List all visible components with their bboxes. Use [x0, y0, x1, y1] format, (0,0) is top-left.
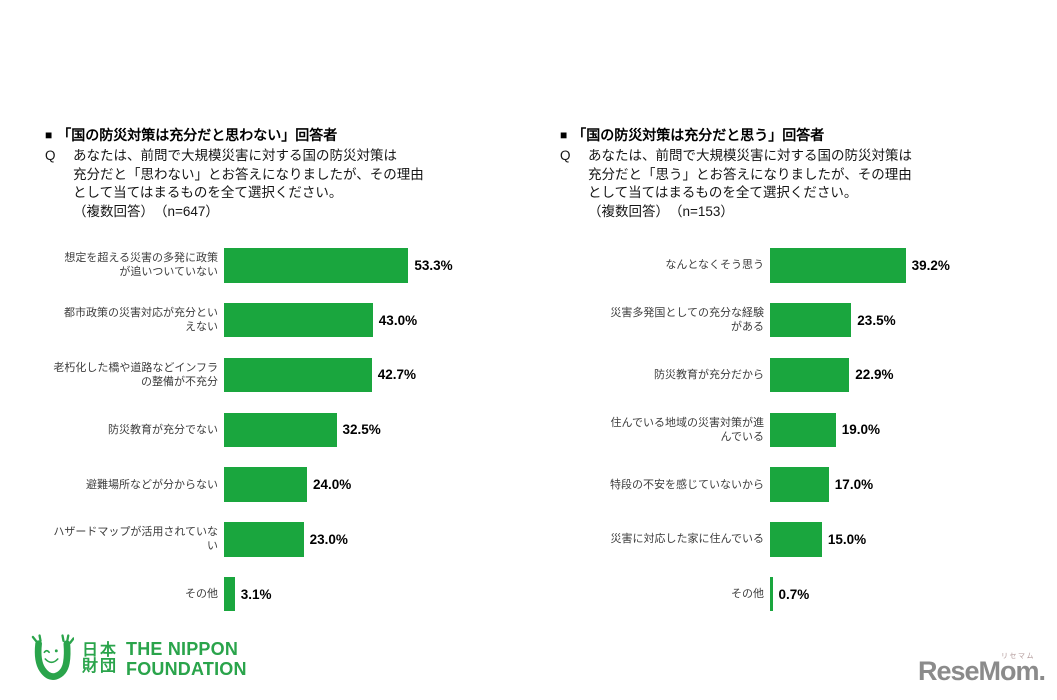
category-label: 老朽化した橋や道路などインフラ の整備が不充分 [53, 361, 218, 388]
bar-area: 22.9% [770, 357, 1015, 393]
question-label: Q [560, 148, 571, 163]
category-label: 避難場所などが分からない [86, 478, 218, 491]
value-label: 3.1% [240, 586, 272, 602]
bar-area: 23.5% [770, 302, 1015, 338]
bar-chart-sufficient: なんとなくそう思う 39.2% 災害多発国としての充分な経験 がある 23.5% 防災教… [560, 238, 1015, 622]
chart-title: ■ 「国の防災対策は充分だと思う」回答者 [560, 126, 1015, 144]
bar-row: その他 0.7% [560, 567, 1015, 622]
question-text: あなたは、前問で大規模災害に対する国の防災対策は 充分だと「思う」とお答えになり… [588, 148, 912, 219]
category-label: その他 [185, 588, 218, 601]
category-label: ハザードマップが活用されていない [53, 526, 218, 553]
chart-panel-sufficient: ■ 「国の防災対策は充分だと思う」回答者 Q あなたは、前問で大規模災害に対する… [560, 126, 1015, 622]
category-label: なんとなくそう思う [665, 259, 764, 272]
bar [770, 248, 906, 283]
chart-title: ■ 「国の防災対策は充分だと思わない」回答者 [45, 126, 515, 144]
value-label: 0.7% [778, 586, 810, 602]
bar [224, 248, 409, 283]
bar-row: 想定を超える災害の多発に政策 が追いついていない 53.3% [45, 238, 515, 293]
bar-area: 19.0% [770, 412, 1015, 448]
bar [224, 522, 304, 557]
question-block: Q あなたは、前問で大規模災害に対する国の防災対策は 充分だと「思う」とお答えに… [560, 147, 1015, 221]
chart-title-text: 「国の防災対策は充分だと思う」回答者 [572, 127, 825, 143]
value-label: 42.7% [377, 367, 416, 383]
bar-area: 0.7% [770, 576, 1015, 612]
bar-row: 防災教育が充分だから 22.9% [560, 348, 1015, 403]
bar-row: 避難場所などが分からない 24.0% [45, 457, 515, 512]
value-label: 15.0% [827, 531, 867, 547]
nippon-foundation-mark-icon [31, 634, 74, 680]
nippon-foundation-logo: 日本 財団 THE NIPPON FOUNDATION [30, 634, 247, 684]
value-label: 23.0% [309, 531, 348, 547]
bar-row: 老朽化した橋や道路などインフラ の整備が不充分 42.7% [45, 348, 515, 403]
bar-row: その他 3.1% [45, 567, 515, 622]
bar [770, 576, 773, 612]
bar-area: 3.1% [224, 576, 515, 612]
value-label: 17.0% [834, 477, 874, 493]
category-label: 都市政策の災害対応が充分とい えない [64, 307, 218, 334]
nippon-en-line1: THE NIPPON [126, 639, 239, 659]
chart-panel-not-sufficient: ■ 「国の防災対策は充分だと思わない」回答者 Q あなたは、前問で大規模災害に対… [45, 126, 515, 622]
bar [770, 412, 836, 448]
bar-area: 43.0% [224, 302, 515, 338]
bar-area: 53.3% [224, 248, 515, 283]
category-label: 防災教育が充分だから [654, 368, 764, 381]
bar [770, 467, 829, 502]
bullet-square-icon: ■ [45, 128, 53, 142]
resemom-logo: リセマム ReseMom. [917, 653, 1046, 687]
value-label: 43.0% [378, 312, 418, 328]
value-label: 22.9% [855, 367, 894, 383]
bar-row: なんとなくそう思う 39.2% [560, 238, 1015, 293]
nippon-en-line2: FOUNDATION [126, 659, 247, 679]
bar-area: 32.5% [224, 412, 515, 448]
charts-row: ■ 「国の防災対策は充分だと思わない」回答者 Q あなたは、前問で大規模災害に対… [45, 126, 1015, 622]
chart-title-text: 「国の防災対策は充分だと思わない」回答者 [57, 127, 338, 143]
question-block: Q あなたは、前問で大規模災害に対する国の防災対策は 充分だと「思わない」とお答… [45, 147, 515, 221]
bar-area: 17.0% [770, 467, 1015, 502]
nippon-foundation-kanji: 日本 財団 [82, 641, 119, 676]
bar-area: 39.2% [770, 248, 1015, 283]
nippon-kanji-line1: 日本 [82, 641, 119, 659]
resemom-ruby-text: リセマム [1001, 653, 1035, 660]
bar-row: 住んでいる地域の災害対策が進 んでいる 19.0% [560, 402, 1015, 457]
bar-row: ハザードマップが活用されていない 23.0% [45, 512, 515, 567]
bar-area: 15.0% [770, 522, 1015, 557]
question-label: Q [45, 148, 56, 163]
bar [224, 467, 307, 502]
nippon-kanji-line2: 財団 [82, 658, 119, 675]
bar-area: 23.0% [224, 522, 515, 557]
bar [224, 302, 373, 338]
category-label: 災害に対応した家に住んでいる [610, 533, 764, 546]
bullet-square-icon: ■ [560, 128, 568, 142]
value-label: 24.0% [313, 477, 352, 493]
bar [770, 522, 822, 557]
question-text: あなたは、前問で大規模災害に対する国の防災対策は 充分だと「思わない」とお答えに… [73, 148, 424, 219]
bar [770, 357, 850, 393]
category-label: 想定を超える災害の多発に政策 が追いついていない [64, 252, 218, 279]
bar [224, 576, 235, 612]
resemom-wordmark: ReseMom. [917, 656, 1046, 686]
bar-area: 24.0% [224, 467, 515, 502]
nippon-foundation-name: THE NIPPON FOUNDATION [126, 639, 247, 679]
value-label: 19.0% [841, 422, 880, 438]
bar [224, 357, 372, 393]
bar [770, 302, 852, 338]
bar-row: 災害多発国としての充分な経験 がある 23.5% [560, 293, 1015, 348]
category-label: 災害多発国としての充分な経験 がある [610, 307, 764, 334]
bar-row: 防災教育が充分でない 32.5% [45, 402, 515, 457]
bar [224, 412, 337, 448]
category-label: 特段の不安を感じていないから [610, 478, 764, 491]
value-label: 23.5% [857, 312, 896, 328]
category-label: その他 [731, 588, 764, 601]
footer: 日本 財団 THE NIPPON FOUNDATION リセマム ReseMom… [0, 630, 1057, 696]
bar-area: 42.7% [224, 357, 515, 393]
value-label: 32.5% [342, 422, 381, 438]
category-label: 防災教育が充分でない [108, 423, 218, 436]
bar-chart-not-sufficient: 想定を超える災害の多発に政策 が追いついていない 53.3% 都市政策の災害対応が充… [45, 238, 515, 622]
bar-row: 都市政策の災害対応が充分とい えない 43.0% [45, 293, 515, 348]
category-label: 住んでいる地域の災害対策が進 んでいる [610, 416, 764, 443]
value-label: 39.2% [911, 257, 950, 273]
bar-row: 特段の不安を感じていないから 17.0% [560, 457, 1015, 512]
value-label: 53.3% [414, 257, 453, 273]
bar-row: 災害に対応した家に住んでいる 15.0% [560, 512, 1015, 567]
